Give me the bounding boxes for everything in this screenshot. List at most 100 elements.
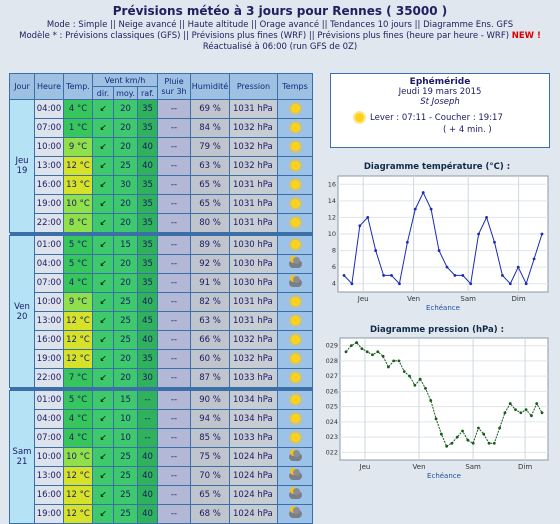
temp-cell: 12 °C <box>63 156 93 176</box>
model-links[interactable]: Modèle * : Prévisions classiques (GFS) |… <box>0 31 560 42</box>
rain-cell: -- <box>157 292 191 312</box>
humidity-cell: 87 % <box>190 368 230 388</box>
wind-dir-cell: ↙ <box>92 485 114 505</box>
x-tick-label: Sam <box>460 295 476 303</box>
wind-gust-cell: 35 <box>137 235 158 255</box>
temp-cell: 10 °C <box>63 447 93 467</box>
data-point <box>540 411 544 415</box>
wind-gust-cell: 35 <box>137 349 158 369</box>
wind-avg-cell: 25 <box>113 292 138 312</box>
hour-cell: 04:00 <box>34 409 64 429</box>
day-cell: Ven 20 <box>9 235 35 388</box>
data-point <box>408 374 411 378</box>
data-point <box>376 350 380 354</box>
temp-cell: 8 °C <box>63 213 93 233</box>
rain-cell: -- <box>157 428 191 448</box>
cloud-sun-icon <box>288 467 302 480</box>
mode-links-text[interactable]: Mode : Simple || Neige avancé || Haute a… <box>46 20 514 30</box>
wind-dir-cell: ↙ <box>92 409 114 429</box>
data-point <box>371 353 374 357</box>
hour-cell: 04:00 <box>34 254 64 274</box>
data-point <box>469 282 473 286</box>
x-tick-label: Ven <box>413 463 426 471</box>
table-row: 07:00 1 °C ↙ 20 35 -- 84 % 1032 hPa <box>10 118 313 138</box>
arrow-icon: ↙ <box>99 395 107 405</box>
hour-cell: 22:00 <box>34 368 64 388</box>
hour-cell: 01:00 <box>34 235 64 255</box>
arrow-icon: ↙ <box>99 509 107 519</box>
sun-icon <box>290 104 300 113</box>
temp-cell: 12 °C <box>63 485 93 505</box>
wind-dir-cell: ↙ <box>92 156 114 176</box>
data-point <box>366 216 370 219</box>
data-point <box>386 365 390 369</box>
pressure-cell: 1030 hPa <box>229 254 278 274</box>
weather-cell <box>277 330 313 350</box>
hour-cell: 16:00 <box>34 330 64 350</box>
data-point <box>445 265 449 269</box>
data-point <box>421 191 425 194</box>
wind-gust-cell: 30 <box>137 368 158 388</box>
arrow-icon: ↙ <box>99 297 107 307</box>
arrow-icon: ↙ <box>99 180 107 190</box>
data-point <box>492 441 496 445</box>
model-links-text[interactable]: Modèle * : Prévisions classiques (GFS) |… <box>19 31 510 41</box>
data-point <box>535 402 539 405</box>
pressure-cell: 1030 hPa <box>229 235 278 255</box>
weather-cell <box>277 235 313 255</box>
y-tick-label: 16 <box>328 180 336 188</box>
y-tick-label: 4 <box>332 280 336 288</box>
data-point <box>450 441 454 445</box>
pressure-cell: 1031 hPa <box>229 213 278 233</box>
data-point <box>503 411 507 415</box>
data-point <box>344 350 348 354</box>
data-point <box>349 344 353 348</box>
data-point <box>540 232 544 236</box>
y-tick-label: 028 <box>326 357 338 365</box>
weather-cell <box>277 349 313 369</box>
wind-gust-cell: 35 <box>137 99 158 119</box>
hour-cell: 10:00 <box>34 292 64 312</box>
rain-cell: -- <box>157 390 191 410</box>
data-point <box>374 249 378 252</box>
mode-links[interactable]: Mode : Simple || Neige avancé || Haute a… <box>0 20 560 31</box>
data-point <box>355 341 358 344</box>
rain-cell: -- <box>157 504 191 524</box>
wind-gust-cell: 40 <box>137 485 158 505</box>
sun-icon <box>290 373 300 382</box>
temp-cell: 4 °C <box>63 428 93 448</box>
arrow-icon: ↙ <box>99 335 107 345</box>
data-point <box>516 265 520 269</box>
data-point <box>508 282 512 286</box>
rain-cell: -- <box>157 235 191 255</box>
data-point <box>524 408 528 412</box>
pressure-cell: 1031 hPa <box>229 99 278 119</box>
data-point <box>453 274 457 277</box>
pressure-cell: 1031 hPa <box>229 311 278 331</box>
wind-dir-cell: ↙ <box>92 99 114 119</box>
forecast-table: Jour Heure Temp. Vent km/h Pluie sur 3h … <box>9 73 313 524</box>
x-axis-label: Echéance <box>426 304 460 312</box>
table-row: 10:00 9 °C ↙ 20 40 -- 79 % 1032 hPa <box>10 137 313 157</box>
col-heure: Heure <box>34 73 64 100</box>
wind-dir-cell: ↙ <box>92 292 114 312</box>
temp-cell: 12 °C <box>63 311 93 331</box>
temp-cell: 12 °C <box>63 330 93 350</box>
rain-cell: -- <box>157 156 191 176</box>
data-point <box>445 444 449 448</box>
wind-gust-cell: 40 <box>137 156 158 176</box>
cloud-sun-icon <box>288 255 302 268</box>
wind-avg-cell: 20 <box>113 118 138 138</box>
wind-gust-cell: 35 <box>137 175 158 195</box>
humidity-cell: 91 % <box>190 273 230 293</box>
y-tick-label: 14 <box>328 197 336 205</box>
pressure-cell: 1024 hPa <box>229 504 278 524</box>
pressure-chart-title: Diagramme pression (hPa) : <box>370 325 504 335</box>
rain-cell: -- <box>157 99 191 119</box>
ephemeride-box: Ephéméride Jeudi 19 mars 2015 St Joseph … <box>330 73 550 148</box>
table-row: 16:00 12 °C ↙ 25 40 -- 65 % 1024 hPa <box>10 485 313 505</box>
weather-cell <box>277 99 313 119</box>
hour-cell: 01:00 <box>34 390 64 410</box>
data-point <box>485 216 488 219</box>
wind-gust-cell: 35 <box>137 273 158 293</box>
